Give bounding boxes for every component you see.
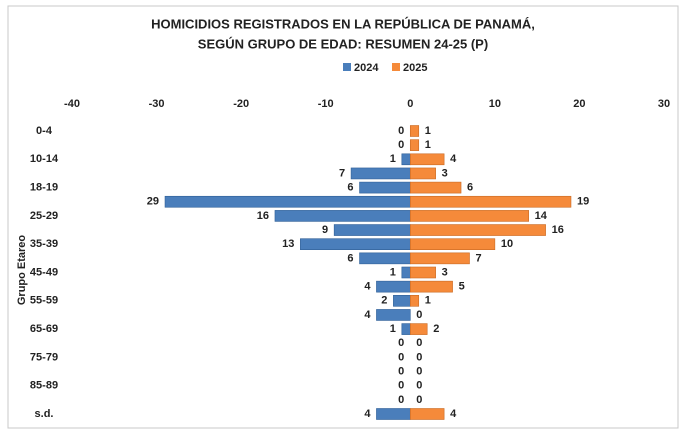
bar [300, 238, 411, 250]
data-label: 1 [390, 323, 396, 335]
bar [409, 167, 436, 180]
x-tick-label: 0 [407, 98, 413, 110]
legend-label: 2024 [354, 62, 379, 74]
y-tick-label: 10-14 [30, 153, 59, 165]
bar [401, 266, 411, 279]
y-tick-label: 0-4 [36, 125, 53, 137]
x-tick-label: 10 [489, 98, 501, 110]
legend-swatch [392, 63, 400, 71]
bar [409, 125, 420, 137]
data-label: 4 [450, 153, 457, 165]
data-label: 19 [577, 196, 589, 208]
y-tick-label: s.d. [35, 408, 54, 420]
data-label: 9 [322, 224, 328, 236]
data-label: 1 [425, 295, 431, 307]
bar [409, 266, 436, 279]
data-label: 0 [398, 351, 404, 363]
y-axis-label: Grupo Etareo [16, 235, 28, 306]
data-label: 5 [459, 281, 465, 293]
bar [359, 181, 411, 194]
data-label: 0 [416, 380, 422, 392]
data-label: 0 [398, 337, 404, 349]
bar [164, 195, 411, 208]
y-tick-label: 65-69 [30, 323, 58, 335]
bar [350, 167, 411, 180]
bar [376, 309, 411, 321]
bar [274, 210, 411, 222]
data-label: 1 [425, 125, 431, 137]
data-label: 2 [381, 295, 387, 307]
bar [359, 252, 411, 265]
bar [401, 153, 411, 166]
data-label: 0 [416, 309, 422, 321]
y-tick-label: 55-59 [30, 295, 58, 307]
y-tick-label: 35-39 [30, 238, 58, 250]
bar [409, 280, 453, 293]
data-label: 6 [347, 252, 353, 264]
bar [333, 224, 411, 236]
y-tick-label: 18-19 [30, 182, 58, 194]
data-label: 0 [398, 125, 404, 137]
data-label: 0 [416, 351, 422, 363]
bar [409, 210, 529, 222]
x-tick-label: -40 [64, 98, 80, 110]
bar [409, 294, 420, 307]
data-label: 1 [390, 153, 396, 165]
chart-title: HOMICIDIOS REGISTRADOS EN LA REPÚBLICA D… [151, 16, 535, 31]
bar [409, 238, 496, 250]
bar [409, 139, 420, 151]
chart-title: SEGÚN GRUPO DE EDAD: RESUMEN 24-25 (P) [198, 36, 488, 51]
data-label: 6 [467, 182, 473, 194]
bar [401, 323, 411, 335]
data-label: 3 [442, 266, 448, 278]
y-tick-label: 25-29 [30, 210, 58, 222]
data-label: 0 [398, 365, 404, 377]
data-label: 7 [475, 252, 481, 264]
x-tick-label: 30 [658, 98, 670, 110]
data-label: 2 [433, 323, 439, 335]
x-tick-label: -10 [318, 98, 334, 110]
data-label: 0 [398, 380, 404, 392]
bar [409, 224, 546, 236]
x-tick-label: 20 [573, 98, 585, 110]
legend-swatch [343, 63, 351, 71]
data-label: 6 [347, 182, 353, 194]
bar [409, 323, 428, 335]
data-label: 4 [450, 408, 457, 420]
data-label: 3 [442, 167, 448, 179]
bar [409, 181, 462, 194]
data-label: 4 [364, 281, 371, 293]
data-label: 7 [339, 167, 345, 179]
data-label: 1 [390, 266, 396, 278]
bar [409, 408, 445, 420]
y-tick-label: 75-79 [30, 351, 58, 363]
data-label: 10 [501, 238, 513, 250]
bar [409, 195, 572, 208]
legend-label: 2025 [403, 62, 427, 74]
bar [376, 408, 411, 420]
data-label: 0 [416, 394, 422, 406]
data-label: 16 [552, 224, 564, 236]
data-label: 0 [398, 139, 404, 151]
data-label: 0 [416, 365, 422, 377]
bar [376, 280, 411, 293]
data-label: 14 [535, 210, 548, 222]
data-label: 0 [416, 337, 422, 349]
data-label: 16 [257, 210, 269, 222]
data-label: 29 [147, 196, 159, 208]
y-tick-label: 45-49 [30, 266, 58, 278]
x-tick-label: -20 [233, 98, 249, 110]
bar [409, 252, 470, 265]
bar [393, 294, 411, 307]
data-label: 0 [398, 394, 404, 406]
data-label: 4 [364, 309, 371, 321]
x-tick-label: -30 [149, 98, 165, 110]
bar [409, 153, 445, 166]
data-label: 1 [425, 139, 431, 151]
data-label: 4 [364, 408, 371, 420]
y-tick-label: 85-89 [30, 380, 58, 392]
data-label: 13 [282, 238, 294, 250]
